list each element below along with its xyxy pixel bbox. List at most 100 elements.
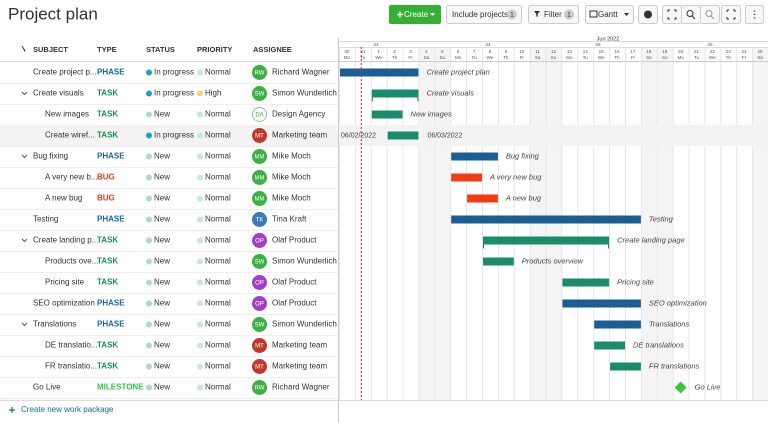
gantt-bar[interactable] — [562, 299, 641, 308]
avatar — [252, 233, 267, 248]
gantt-bar[interactable] — [610, 362, 641, 371]
week-label: 23 — [373, 42, 379, 47]
weekday: Fr — [742, 55, 747, 60]
gantt-bar[interactable] — [387, 131, 419, 140]
gantt-bar[interactable] — [483, 236, 610, 245]
day-number: 15 — [599, 49, 605, 54]
gantt-bar[interactable] — [340, 68, 419, 77]
expander[interactable] — [21, 322, 28, 327]
assignee: Mike Moch — [272, 194, 311, 203]
zoom-out-handle — [710, 15, 715, 20]
status-dot — [146, 153, 152, 160]
bar-label: SEO optimization — [649, 298, 707, 307]
priority: Normal — [205, 131, 231, 140]
gantt-bar[interactable] — [594, 341, 625, 350]
subject[interactable]: Testing — [33, 215, 58, 224]
weekday: Mo — [344, 55, 351, 60]
create-link[interactable]: Create new work package — [21, 405, 114, 414]
filter-button[interactable]: Filter 1 — [528, 5, 579, 24]
subject[interactable]: A very new b... — [45, 173, 97, 182]
bar-label: A new bug — [505, 193, 542, 202]
include-projects-button[interactable]: Include projects 1 — [446, 5, 522, 24]
bar-end-date: 06/03/2022 — [427, 132, 462, 139]
column-header[interactable]: SUBJECT — [33, 45, 68, 54]
sort-icon — [21, 45, 26, 52]
fit-button[interactable] — [662, 5, 682, 24]
avatar-initials: DA — [255, 113, 263, 119]
subject[interactable]: Create wiref... — [45, 131, 95, 140]
day-column — [704, 47, 721, 400]
subject[interactable]: Create visuals — [33, 89, 84, 98]
day-column — [720, 47, 737, 400]
avatar — [252, 149, 267, 164]
subject[interactable]: Bug fixing — [33, 152, 68, 161]
status: In progress — [154, 89, 194, 98]
gantt-bar[interactable] — [467, 194, 498, 203]
bar-label: FR translations — [649, 361, 700, 370]
type: PHASE — [97, 299, 125, 308]
weekday: Fr — [408, 55, 413, 60]
priority: Normal — [205, 383, 231, 392]
day-number: 23 — [726, 49, 732, 54]
type: PHASE — [97, 215, 125, 224]
expander[interactable] — [21, 154, 28, 159]
priority-dot — [197, 132, 203, 139]
type: PHASE — [97, 320, 125, 329]
weekday: Su — [440, 55, 446, 60]
zoom-out-button[interactable] — [700, 5, 720, 24]
subject[interactable]: A new bug — [45, 194, 82, 203]
assignee: Richard Wagner — [272, 68, 330, 77]
gantt-bar[interactable] — [562, 278, 610, 287]
subject[interactable]: Products ove... — [45, 257, 98, 266]
column-header[interactable]: TYPE — [97, 45, 117, 54]
priority: Normal — [205, 299, 231, 308]
weekend-column — [434, 47, 451, 400]
type: PHASE — [97, 152, 125, 161]
bar-label: Pricing site — [617, 277, 654, 286]
priority: Normal — [205, 278, 231, 287]
day-number: 25 — [758, 49, 764, 54]
week-label: 24 — [485, 42, 491, 47]
weekday: We — [598, 55, 605, 60]
gantt-bar[interactable] — [451, 152, 498, 161]
weekday: Th — [614, 55, 620, 60]
gantt-bar[interactable] — [371, 110, 403, 119]
subject[interactable]: Create project p... — [33, 68, 97, 77]
day-number: 4 — [425, 49, 428, 54]
avatar — [252, 338, 267, 353]
view-button[interactable]: Gantt — [585, 5, 634, 24]
weekday: Su — [551, 55, 557, 60]
expander[interactable] — [21, 238, 28, 243]
weekday: We — [375, 55, 382, 60]
caret — [624, 13, 629, 16]
zoom-in-button[interactable] — [681, 5, 701, 24]
column-header[interactable]: PRIORITY — [197, 45, 232, 54]
gantt-bar[interactable] — [483, 257, 514, 266]
priority-dot — [197, 111, 203, 118]
gantt-bar[interactable] — [594, 320, 641, 329]
fullscreen-button[interactable] — [721, 5, 741, 24]
gantt-bar[interactable] — [451, 173, 482, 182]
subject[interactable]: Create landing p... — [33, 236, 98, 245]
expander[interactable] — [21, 91, 28, 96]
subject[interactable]: FR translatio... — [45, 362, 97, 371]
weekday: Th — [392, 55, 398, 60]
gantt-bar[interactable] — [451, 215, 641, 224]
subject[interactable]: Go Live — [33, 383, 61, 392]
subject[interactable]: Translations — [33, 320, 76, 329]
subject[interactable]: DE translatio... — [45, 341, 97, 350]
gantt-bar[interactable] — [371, 89, 419, 98]
button-label: Gantt — [598, 10, 618, 19]
subject[interactable]: SEO optimization — [33, 299, 95, 308]
column-header[interactable]: ASSIGNEE — [253, 45, 292, 54]
status: New — [154, 173, 170, 182]
status: New — [154, 299, 170, 308]
column-header[interactable]: STATUS — [146, 45, 175, 54]
milestone[interactable] — [674, 381, 687, 394]
subject[interactable]: Pricing site — [45, 278, 85, 287]
subject[interactable]: New images — [45, 110, 89, 119]
avatar-initials: SW — [255, 260, 265, 266]
create-button[interactable]: Create — [389, 5, 441, 24]
bar-label: Bug fixing — [506, 151, 540, 160]
status: New — [154, 257, 170, 266]
